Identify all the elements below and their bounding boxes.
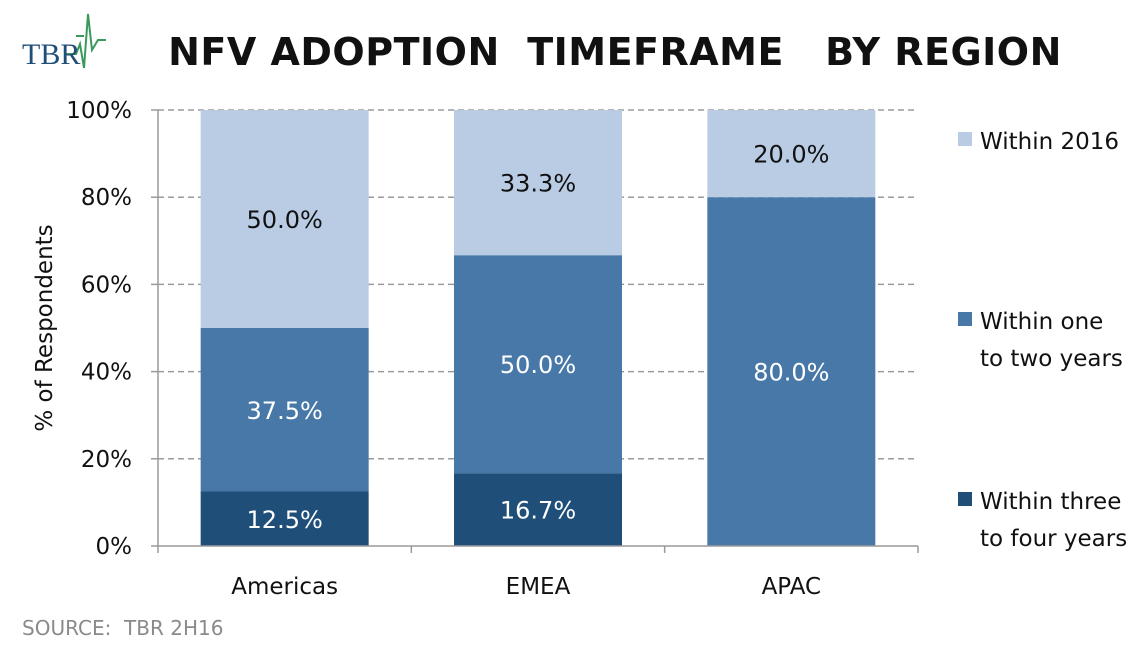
legend-label: Within one to two years [980,309,1123,372]
logo-pulse-icon [66,13,106,69]
bar-segment [707,110,876,198]
x-tick-label: EMEA [506,574,571,600]
x-tick-label: Americas [231,574,338,600]
x-tick-label: APAC [762,574,822,600]
bar-segment [200,110,369,328]
y-tick-label: 0% [96,534,133,560]
y-tick-label: 60% [81,272,132,298]
data-label: 37.5% [247,397,323,425]
legend-swatch [958,312,972,326]
data-label: 20.0% [753,141,829,169]
legend-label: Within three to four years [980,489,1128,552]
legend-swatch [958,492,972,506]
y-tick-label: 80% [81,185,132,211]
y-tick-label: 100% [66,98,132,124]
y-tick-label: 40% [81,360,132,386]
data-label: 50.0% [500,351,576,379]
bar-segment [707,197,876,546]
chart-title: NFV ADOPTION TIMEFRAME BY REGION [168,30,1062,74]
logo-text: TBR [22,38,81,71]
bar-segment [454,473,622,546]
bar-segment [200,491,369,546]
legend-label: Within 2016 [980,129,1120,155]
data-label: 80.0% [753,359,829,387]
data-label: 50.0% [247,206,323,234]
tbr-logo [14,10,114,80]
bar-segment [454,255,622,474]
source-note: SOURCE: TBR 2H16 [22,616,224,640]
bar-segment [454,110,622,256]
y-axis-label: % of Respondents [32,224,58,431]
bar-segment [200,328,369,492]
data-label: 16.7% [500,497,576,525]
data-label: 12.5% [247,506,323,534]
y-tick-label: 20% [81,447,132,473]
data-label: 33.3% [500,170,576,198]
legend-swatch [958,132,972,146]
